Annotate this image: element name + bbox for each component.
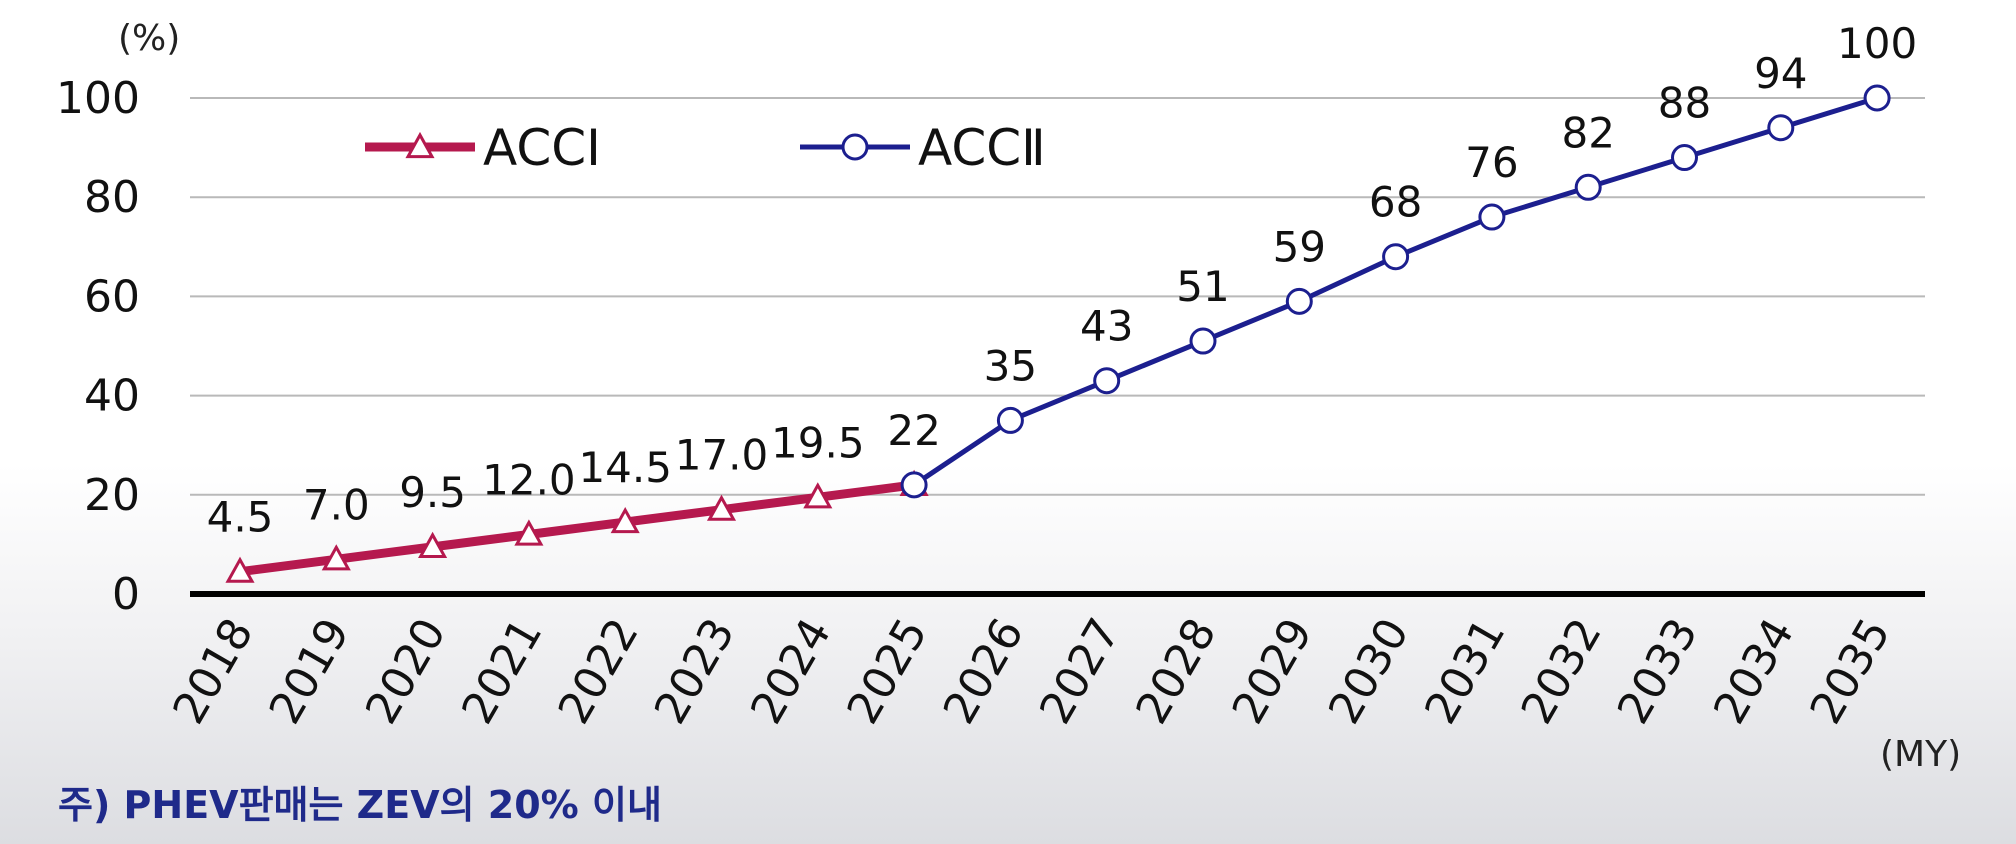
x-tick-label: 2030 <box>1319 610 1419 732</box>
x-tick-label: 2027 <box>1030 610 1130 732</box>
data-label: 12.0 <box>482 455 576 504</box>
data-label: 68 <box>1369 178 1422 227</box>
data-point <box>610 506 640 534</box>
data-point <box>996 406 1024 434</box>
x-tick-label: 2028 <box>1126 610 1226 732</box>
x-axis-unit-label: (MY) <box>1880 734 1961 775</box>
x-tick-label: 2025 <box>837 610 937 732</box>
data-label: 43 <box>1080 302 1133 351</box>
x-tick-label: 2033 <box>1608 610 1708 732</box>
x-tick-label: 2023 <box>645 610 745 732</box>
data-label: 19.5 <box>771 418 865 467</box>
legend-label: ACCⅡ <box>918 119 1046 177</box>
x-tick-label: 2026 <box>934 610 1034 732</box>
legend: ACCⅠ ACCⅡ <box>365 119 1046 177</box>
x-tick-label: 2022 <box>549 610 649 732</box>
x-tick-label: 2034 <box>1704 610 1804 732</box>
x-tick-label: 2020 <box>356 610 456 732</box>
gridlines <box>190 97 1925 496</box>
data-label: 100 <box>1837 19 1917 68</box>
x-tick-label: 2018 <box>163 610 263 732</box>
data-label: 88 <box>1658 79 1711 128</box>
data-point <box>1574 173 1602 201</box>
data-point <box>418 531 448 558</box>
data-label: 82 <box>1561 108 1614 157</box>
data-point <box>1863 84 1891 112</box>
data-point <box>1189 327 1217 355</box>
data-point <box>1382 243 1410 271</box>
data-label: 51 <box>1176 262 1229 311</box>
data-label: 7.0 <box>303 480 370 529</box>
legend-marker <box>841 133 869 161</box>
x-tick-label: 2035 <box>1800 610 1900 732</box>
data-label: 94 <box>1754 49 1807 98</box>
series-line <box>239 480 915 577</box>
data-label: 76 <box>1465 138 1518 187</box>
series-line <box>912 95 1878 487</box>
footnote: 주) PHEV판매는 ZEV의 20% 이내 <box>58 783 662 827</box>
data-point <box>514 519 544 546</box>
series <box>225 84 1891 583</box>
x-tick-label: 2031 <box>1415 610 1515 732</box>
x-tick-label: 2019 <box>260 610 360 732</box>
data-label: 4.5 <box>207 493 274 542</box>
y-tick-label: 0 <box>112 569 140 620</box>
data-point <box>1478 203 1506 231</box>
legend-marker <box>405 131 435 159</box>
x-tick-label: 2021 <box>452 610 552 732</box>
data-label: 22 <box>887 406 940 455</box>
y-axis-unit-label: (%) <box>118 18 180 59</box>
legend-label: ACCⅠ <box>483 119 601 177</box>
x-tick-label: 2024 <box>741 610 841 732</box>
y-tick-label: 80 <box>84 172 140 223</box>
x-tick-label: 2032 <box>1512 610 1612 732</box>
data-point <box>803 482 833 509</box>
x-tick-label: 2029 <box>1223 610 1323 732</box>
data-label: 14.5 <box>578 443 672 492</box>
data-label: 59 <box>1273 222 1326 271</box>
y-tick-label: 100 <box>56 73 140 124</box>
data-point <box>1671 144 1698 172</box>
data-point <box>1093 367 1121 395</box>
data-point <box>900 471 928 499</box>
data-point <box>225 556 255 583</box>
y-tick-label: 20 <box>84 470 140 521</box>
y-tick-label: 40 <box>84 371 140 422</box>
data-label: 17.0 <box>675 431 769 480</box>
data-labels: 4.5 7.0 9.5 12.0 14.5 17.0 19.5 22 35 43 51 59 68 76 8… <box>207 19 1918 542</box>
data-point <box>1767 114 1795 142</box>
y-tick-label: 60 <box>84 271 140 322</box>
data-label: 9.5 <box>399 468 466 517</box>
data-point <box>706 494 737 521</box>
data-point <box>1285 287 1313 315</box>
data-point <box>321 544 351 571</box>
data-label: 35 <box>984 341 1037 390</box>
